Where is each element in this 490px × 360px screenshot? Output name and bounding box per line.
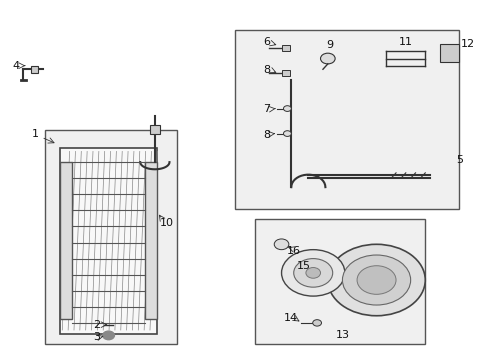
Bar <box>440 44 460 62</box>
Bar <box>235 30 460 208</box>
Text: 6: 6 <box>264 37 270 48</box>
Text: 4: 4 <box>12 61 20 71</box>
Bar <box>45 130 177 344</box>
Bar <box>282 45 290 51</box>
Text: 15: 15 <box>296 261 311 271</box>
Text: 11: 11 <box>399 37 413 48</box>
Text: 14: 14 <box>284 312 298 323</box>
Circle shape <box>357 266 396 294</box>
Circle shape <box>294 258 333 287</box>
Text: 16: 16 <box>287 247 301 256</box>
Bar <box>30 66 38 73</box>
Text: 13: 13 <box>336 330 349 341</box>
Bar <box>150 125 160 134</box>
Circle shape <box>282 249 345 296</box>
Bar <box>145 162 157 319</box>
Text: 1: 1 <box>32 129 39 139</box>
Bar <box>60 162 72 319</box>
Text: 5: 5 <box>456 156 463 165</box>
Text: 12: 12 <box>461 39 475 49</box>
Circle shape <box>284 131 291 136</box>
Circle shape <box>328 244 425 316</box>
Circle shape <box>313 320 321 326</box>
Text: 8: 8 <box>263 65 270 75</box>
Circle shape <box>320 53 335 64</box>
Text: 3: 3 <box>93 332 100 342</box>
Circle shape <box>343 255 411 305</box>
Circle shape <box>274 239 289 249</box>
Text: 2: 2 <box>93 320 100 330</box>
Text: 8: 8 <box>263 130 270 140</box>
Bar <box>255 219 425 344</box>
Bar <box>282 70 290 76</box>
Text: 10: 10 <box>160 218 174 228</box>
Text: 7: 7 <box>263 104 270 114</box>
Bar <box>60 148 157 334</box>
Text: 9: 9 <box>327 40 334 50</box>
Circle shape <box>284 106 291 111</box>
Circle shape <box>306 267 320 278</box>
Circle shape <box>103 331 115 340</box>
